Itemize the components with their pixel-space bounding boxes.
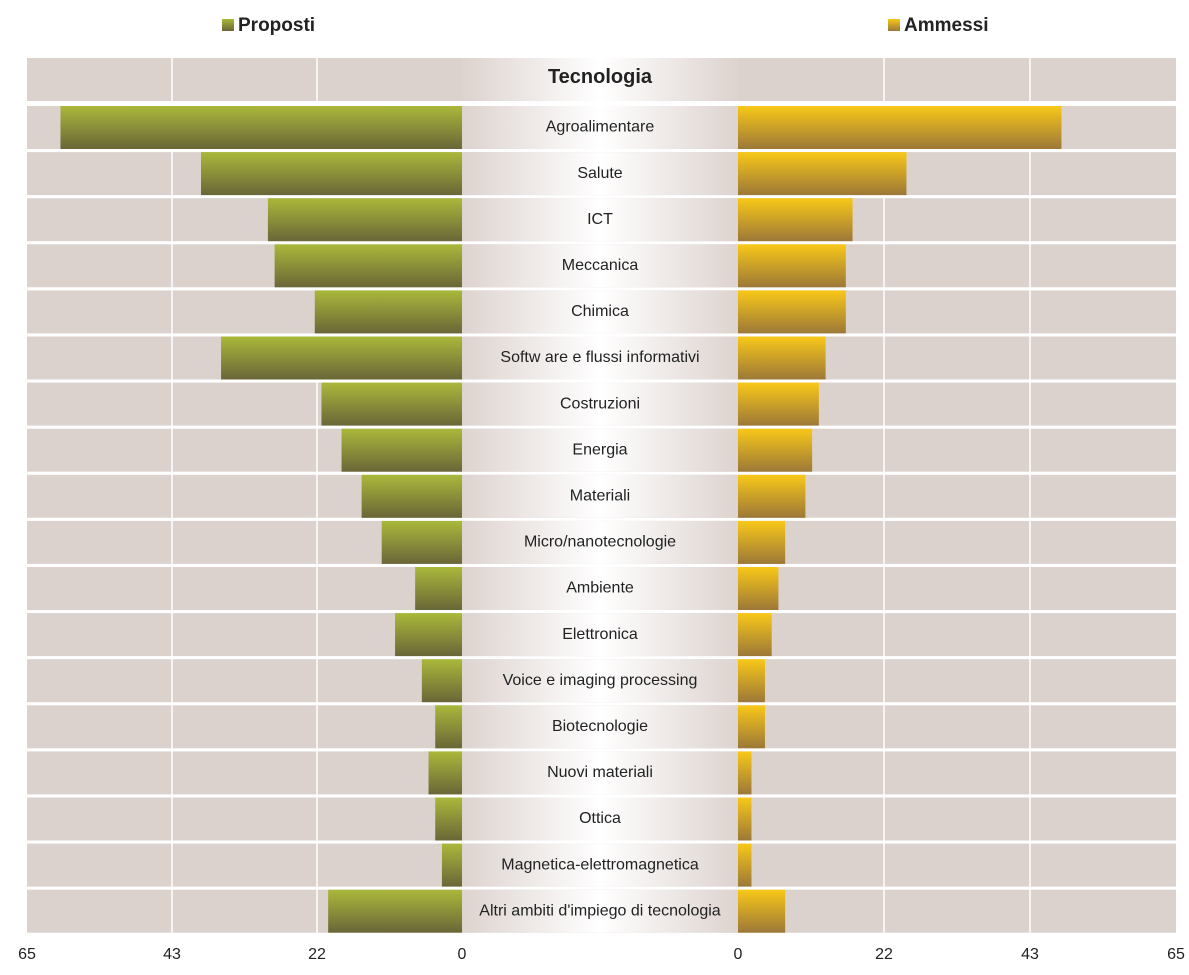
category-label: Salute bbox=[577, 165, 622, 182]
bar bbox=[441, 843, 462, 887]
bar bbox=[435, 705, 462, 749]
x-tick-label: 43 bbox=[1021, 946, 1039, 963]
bar bbox=[738, 474, 806, 518]
category-label: Chimica bbox=[571, 303, 629, 320]
legend-label: Ammessi bbox=[904, 15, 989, 36]
bar bbox=[738, 751, 752, 795]
center-band bbox=[462, 843, 738, 887]
category-label: Elettronica bbox=[562, 626, 638, 643]
category-label: ICT bbox=[587, 211, 613, 228]
category-label: Magnetica-elettromagnetica bbox=[501, 856, 699, 873]
bar bbox=[738, 428, 813, 472]
bar bbox=[274, 244, 462, 288]
legend-swatch bbox=[222, 19, 234, 31]
center-band bbox=[462, 244, 738, 288]
category-label: Nuovi materiali bbox=[547, 764, 653, 781]
bar bbox=[738, 244, 846, 288]
bar bbox=[428, 751, 462, 795]
center-band bbox=[462, 797, 738, 841]
x-tick-label: 22 bbox=[875, 946, 893, 963]
center-band bbox=[462, 58, 738, 101]
bar bbox=[421, 659, 462, 703]
center-band bbox=[462, 106, 738, 149]
center-band bbox=[462, 613, 738, 657]
category-title: Tecnologia bbox=[548, 66, 653, 88]
center-band bbox=[462, 336, 738, 380]
x-tick-label: 65 bbox=[18, 946, 36, 963]
center-band bbox=[462, 152, 738, 196]
bar bbox=[738, 290, 846, 334]
bar bbox=[738, 520, 786, 564]
category-label: Micro/nanotecnologie bbox=[524, 534, 676, 551]
x-tick-label: 65 bbox=[1167, 946, 1185, 963]
category-label: Energia bbox=[572, 441, 627, 458]
bar bbox=[738, 567, 779, 610]
category-label: Materiali bbox=[570, 488, 630, 505]
bar bbox=[435, 797, 462, 841]
bar bbox=[361, 474, 462, 518]
bar bbox=[221, 336, 462, 380]
bar bbox=[738, 336, 826, 380]
legend-label: Proposti bbox=[238, 15, 315, 36]
center-band bbox=[462, 659, 738, 703]
bar bbox=[201, 152, 462, 196]
center-band bbox=[462, 705, 738, 749]
bar bbox=[738, 198, 853, 242]
center-band bbox=[462, 428, 738, 472]
bar bbox=[395, 613, 462, 657]
category-label: Ambiente bbox=[566, 580, 634, 597]
category-label: Voice e imaging processing bbox=[503, 672, 698, 689]
bar bbox=[738, 889, 786, 933]
bar bbox=[738, 843, 752, 887]
category-label: Biotecnologie bbox=[552, 718, 648, 735]
bar bbox=[381, 520, 462, 564]
bar bbox=[267, 198, 462, 242]
x-tick-label: 43 bbox=[163, 946, 181, 963]
bar bbox=[738, 659, 765, 703]
center-band bbox=[462, 382, 738, 426]
center-band bbox=[462, 889, 738, 933]
bar bbox=[738, 152, 907, 196]
x-tick-label: 22 bbox=[308, 946, 326, 963]
center-band bbox=[462, 474, 738, 518]
category-label: Costruzioni bbox=[560, 395, 640, 412]
bar bbox=[341, 428, 462, 472]
bar bbox=[328, 889, 462, 933]
x-tick-label: 0 bbox=[458, 946, 467, 963]
legend-swatch bbox=[888, 19, 900, 31]
bar bbox=[738, 797, 752, 841]
bar bbox=[321, 382, 462, 426]
bar bbox=[738, 613, 772, 657]
bar bbox=[738, 382, 819, 426]
bar bbox=[738, 106, 1062, 149]
bar bbox=[314, 290, 462, 334]
category-label: Softw are e flussi informativi bbox=[500, 349, 699, 366]
center-band bbox=[462, 198, 738, 242]
bar bbox=[60, 106, 462, 149]
center-band bbox=[462, 290, 738, 334]
category-label: Agroalimentare bbox=[546, 119, 655, 136]
category-label: Altri ambiti d'impiego di tecnologia bbox=[479, 902, 721, 919]
bar bbox=[415, 567, 462, 610]
center-band bbox=[462, 567, 738, 610]
category-label: Ottica bbox=[579, 810, 621, 827]
center-band bbox=[462, 751, 738, 795]
x-tick-label: 0 bbox=[734, 946, 743, 963]
category-label: Meccanica bbox=[562, 257, 639, 274]
center-band bbox=[462, 520, 738, 564]
bar bbox=[738, 705, 765, 749]
